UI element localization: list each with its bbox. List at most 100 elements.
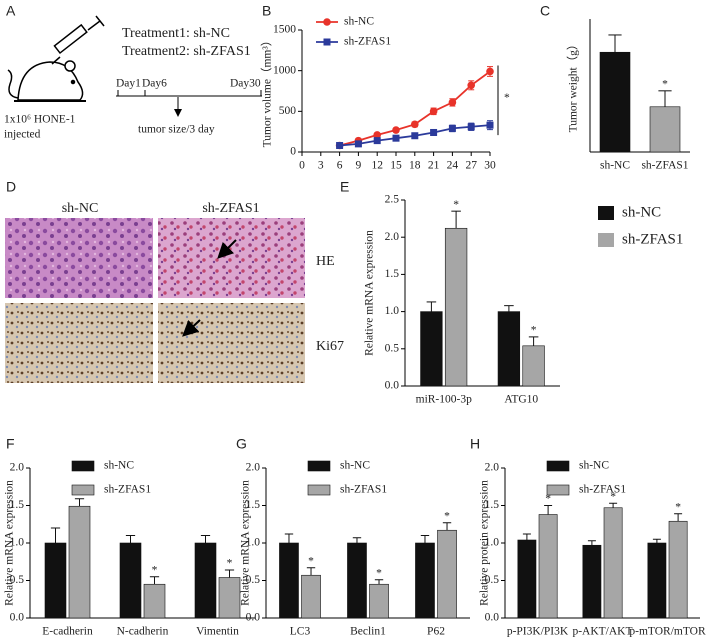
bar — [444, 227, 468, 387]
x-tick-label: 24 — [447, 160, 459, 172]
bar — [668, 520, 688, 619]
significance-marker: * — [376, 567, 382, 579]
x-tick-label: 27 — [465, 160, 477, 172]
bar — [301, 574, 321, 619]
y-tick-label: 1.5 — [246, 499, 261, 511]
significance-marker: * — [152, 564, 158, 576]
bar — [194, 542, 217, 619]
x-tick-label: miR-100-3p — [416, 394, 472, 406]
y-tick-label: 0.0 — [385, 380, 400, 392]
treatment-label: Treatment1: sh-NC — [122, 26, 230, 41]
bar — [522, 345, 545, 387]
bar — [279, 542, 299, 619]
bar — [649, 106, 681, 153]
bar — [517, 539, 537, 619]
arrow — [217, 239, 237, 259]
bar — [582, 544, 602, 619]
x-tick-label: 9 — [356, 160, 362, 172]
legend-swatch — [307, 484, 331, 496]
point — [373, 137, 381, 145]
point — [392, 126, 400, 134]
y-tick-label: 0.5 — [385, 342, 400, 354]
bar — [119, 542, 142, 619]
panel-letter: D — [6, 179, 16, 195]
injection-label: injected — [4, 129, 41, 141]
legend-label: sh-ZFAS1 — [340, 484, 387, 496]
y-tick-label: 1.0 — [385, 305, 400, 317]
bar — [497, 311, 521, 387]
legend-swatch — [598, 233, 614, 247]
point — [486, 121, 494, 129]
point — [354, 140, 362, 148]
legend-label: sh-ZFAS1 — [344, 36, 391, 48]
treatment-label: Treatment2: sh-ZFAS1 — [122, 44, 251, 59]
significance-marker: * — [444, 510, 450, 522]
point — [467, 123, 475, 131]
significance-marker: * — [227, 558, 233, 570]
legend-label: sh-ZFAS1 — [579, 484, 626, 496]
x-tick-label: Beclin1 — [350, 626, 386, 638]
panel-letter: F — [6, 436, 15, 452]
bar — [68, 505, 91, 619]
x-tick-label: p-PI3K/PI3K — [507, 626, 569, 638]
x-tick-label: ATG10 — [504, 394, 538, 406]
day-label: Day1 — [116, 78, 141, 90]
x-tick-label: sh-ZFAS1 — [641, 160, 688, 172]
significance-marker: * — [610, 491, 616, 503]
column-label: sh-NC — [62, 201, 99, 216]
y-tick-label: 2.5 — [385, 194, 400, 206]
injection-label: 1x10⁶ HONE-1 — [4, 114, 76, 126]
significance-marker: * — [545, 493, 551, 505]
legend-swatch — [307, 460, 331, 472]
y-tick-label: 2.0 — [385, 231, 400, 243]
y-axis-label: Tumor volume（mm³） — [261, 35, 274, 148]
measure-label: tumor size/3 day — [138, 124, 215, 136]
point — [486, 67, 494, 76]
bar — [603, 507, 623, 619]
day-label: Day30 — [230, 78, 261, 90]
mouse-icon — [7, 60, 86, 102]
legend-swatch — [546, 484, 570, 496]
legend-marker — [323, 38, 331, 46]
bar — [369, 583, 389, 619]
y-axis-label: Relative mRNA expression — [364, 230, 376, 356]
point — [336, 141, 344, 149]
y-tick-label: 0.5 — [10, 574, 25, 586]
point — [467, 81, 476, 90]
panel-letter: C — [540, 3, 550, 19]
y-tick-label: 2.0 — [10, 462, 25, 474]
ki67-image — [5, 303, 153, 383]
bar — [538, 514, 558, 619]
legend-swatch — [71, 460, 95, 472]
bar — [44, 542, 67, 619]
legend-label: sh-NC — [104, 460, 134, 472]
y-tick-label: 2.0 — [246, 462, 261, 474]
legend-label: sh-NC — [340, 460, 370, 472]
row-label: Ki67 — [316, 339, 344, 354]
he-image — [5, 218, 153, 298]
annotation: * — [504, 92, 510, 104]
bar — [218, 577, 241, 619]
x-tick-label: sh-NC — [600, 160, 630, 172]
panel-letter: E — [340, 179, 349, 195]
legend-label: sh-ZFAS1 — [622, 231, 683, 247]
y-tick-label: 0.0 — [246, 612, 261, 624]
row-label: HE — [316, 254, 335, 269]
point — [448, 124, 456, 132]
y-tick-label: 0.5 — [485, 574, 500, 586]
y-axis-label: Tumor weight（g） — [567, 39, 580, 133]
x-tick-label: 15 — [390, 160, 402, 172]
point — [448, 98, 457, 107]
y-tick-label: 0.0 — [10, 612, 25, 624]
x-tick-label: 30 — [484, 160, 496, 172]
legend-label: sh-NC — [622, 204, 661, 220]
legend-label: sh-NC — [344, 16, 374, 28]
bar — [599, 51, 631, 153]
x-tick-label: 21 — [428, 160, 440, 172]
y-axis-label: Relative protein expression — [479, 480, 491, 606]
legend-marker — [323, 18, 331, 26]
y-tick-label: 1.5 — [385, 268, 400, 280]
point — [430, 128, 438, 136]
y-tick-label: 1.5 — [10, 499, 25, 511]
ki67-image — [158, 303, 305, 383]
